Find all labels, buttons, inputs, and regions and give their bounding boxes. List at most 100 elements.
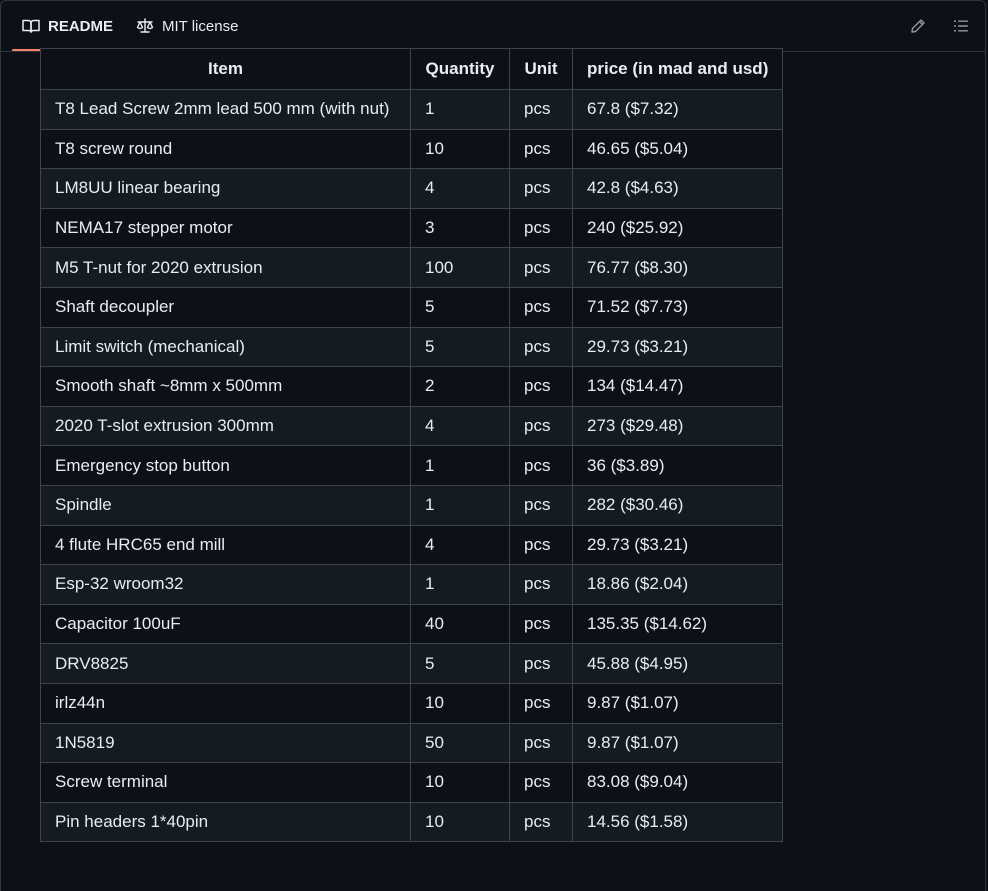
cell-unit: pcs [509,128,573,170]
tab-readme-label: README [48,17,114,35]
cell-price: 18.86 ($2.04) [571,564,784,605]
cell-item: irlz44n [40,682,411,724]
cell-quantity: 4 [410,405,510,447]
tab-license[interactable]: MIT license [136,0,238,52]
column-header-quantity: Quantity [410,48,510,90]
cell-price: 282 ($30.46) [571,484,784,526]
cell-price: 240 ($25.92) [571,207,784,249]
table-header-row: Item Quantity Unit price (in mad and usd… [40,48,784,90]
cell-price: 46.65 ($5.04) [571,128,784,170]
cell-item: T8 Lead Screw 2mm lead 500 mm (with nut) [40,89,411,130]
cell-item: 4 flute HRC65 end mill [40,524,411,566]
cell-quantity: 5 [410,643,510,684]
table-row: T8 screw round 10 pcs 46.65 ($5.04) [40,128,784,170]
tab-readme[interactable]: README [22,0,113,52]
cell-item: Smooth shaft ~8mm x 500mm [40,366,411,407]
table-row: LM8UU linear bearing 4 pcs 42.8 ($4.63) [40,168,784,209]
cell-item: Esp-32 wroom32 [40,564,411,605]
cell-quantity: 1 [410,89,510,130]
table-row: T8 Lead Screw 2mm lead 500 mm (with nut)… [40,89,784,130]
cell-price: 135.35 ($14.62) [571,603,784,645]
cell-quantity: 1 [410,484,510,526]
table-row: Esp-32 wroom32 1 pcs 18.86 ($2.04) [40,564,784,605]
cell-price: 134 ($14.47) [571,366,784,407]
cell-unit: pcs [509,326,573,368]
cell-quantity: 4 [410,524,510,566]
cell-item: 1N5819 [40,722,411,764]
cell-item: M5 T-nut for 2020 extrusion [40,247,411,288]
cell-item: Screw terminal [40,762,411,803]
table-row: Capacitor 100uF 40 pcs 135.35 ($14.62) [40,603,784,645]
table-row: Pin headers 1*40pin 10 pcs 14.56 ($1.58) [40,801,784,843]
outline-button[interactable] [949,14,973,38]
cell-unit: pcs [509,643,573,684]
cell-quantity: 100 [410,247,510,288]
cell-unit: pcs [509,484,573,526]
table-row: Limit switch (mechanical) 5 pcs 29.73 ($3.2… [40,326,784,368]
cell-item: 2020 T-slot extrusion 300mm [40,405,411,447]
cell-unit: pcs [509,524,573,566]
cell-price: 45.88 ($4.95) [571,643,784,684]
edit-button[interactable] [906,14,930,38]
cell-unit: pcs [509,405,573,447]
cell-unit: pcs [509,286,573,328]
cell-quantity: 10 [410,801,510,843]
cell-unit: pcs [509,247,573,288]
cell-price: 71.52 ($7.73) [571,286,784,328]
cell-price: 9.87 ($1.07) [571,682,784,724]
table-row: Smooth shaft ~8mm x 500mm 2 pcs 134 ($14.47… [40,366,784,407]
cell-quantity: 10 [410,128,510,170]
cell-unit: pcs [509,445,573,486]
cell-quantity: 10 [410,682,510,724]
column-header-price: price (in mad and usd) [571,48,784,90]
table-row: irlz44n 10 pcs 9.87 ($1.07) [40,682,784,724]
cell-price: 76.77 ($8.30) [571,247,784,288]
column-header-item: Item [40,48,411,90]
cell-item: T8 screw round [40,128,411,170]
table-row: 4 flute HRC65 end mill 4 pcs 29.73 ($3.21) [40,524,784,566]
table-row: 1N5819 50 pcs 9.87 ($1.07) [40,722,784,764]
cell-price: 67.8 ($7.32) [571,89,784,130]
cell-quantity: 5 [410,286,510,328]
table-row: Screw terminal 10 pcs 83.08 ($9.04) [40,762,784,803]
table-row: DRV8825 5 pcs 45.88 ($4.95) [40,643,784,684]
cell-price: 14.56 ($1.58) [571,801,784,843]
cell-quantity: 5 [410,326,510,368]
cell-unit: pcs [509,801,573,843]
table-row: Spindle 1 pcs 282 ($30.46) [40,484,784,526]
cell-item: LM8UU linear bearing [40,168,411,209]
cell-unit: pcs [509,89,573,130]
cell-quantity: 1 [410,564,510,605]
cell-price: 9.87 ($1.07) [571,722,784,764]
column-header-unit: Unit [509,48,573,90]
table-row: 2020 T-slot extrusion 300mm 4 pcs 273 ($29.… [40,405,784,447]
book-icon [22,18,40,34]
table-row: Shaft decoupler 5 pcs 71.52 ($7.73) [40,286,784,328]
cell-item: Capacitor 100uF [40,603,411,645]
cell-item: Shaft decoupler [40,286,411,328]
cell-item: Limit switch (mechanical) [40,326,411,368]
cell-item: DRV8825 [40,643,411,684]
cell-quantity: 2 [410,366,510,407]
cell-unit: pcs [509,603,573,645]
cell-price: 42.8 ($4.63) [571,168,784,209]
law-scale-icon [136,18,154,34]
table-row: Emergency stop button 1 pcs 36 ($3.89) [40,445,784,486]
cell-price: 273 ($29.48) [571,405,784,447]
readme-header: README MIT license [0,0,986,52]
cell-unit: pcs [509,564,573,605]
cell-item: Pin headers 1*40pin [40,801,411,843]
cell-price: 29.73 ($3.21) [571,524,784,566]
cell-unit: pcs [509,207,573,249]
cell-unit: pcs [509,366,573,407]
table-row: NEMA17 stepper motor 3 pcs 240 ($25.92) [40,207,784,249]
bill-of-materials-table: Item Quantity Unit price (in mad and usd… [40,48,784,843]
cell-item: Emergency stop button [40,445,411,486]
cell-price: 83.08 ($9.04) [571,762,784,803]
cell-unit: pcs [509,722,573,764]
tab-license-label: MIT license [162,17,239,35]
cell-quantity: 40 [410,603,510,645]
cell-item: Spindle [40,484,411,526]
cell-price: 36 ($3.89) [571,445,784,486]
